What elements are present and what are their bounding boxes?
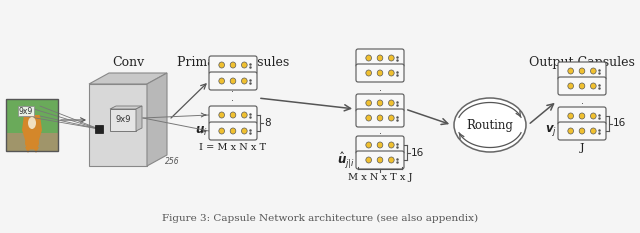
- Text: M x N x T x J: M x N x T x J: [348, 173, 412, 182]
- Polygon shape: [136, 106, 142, 131]
- Text: 256: 256: [165, 157, 180, 166]
- Text: I = M x N x T: I = M x N x T: [200, 143, 267, 152]
- Ellipse shape: [388, 70, 394, 76]
- Ellipse shape: [388, 157, 394, 163]
- Ellipse shape: [377, 115, 383, 121]
- Polygon shape: [110, 106, 142, 109]
- Ellipse shape: [388, 55, 394, 61]
- Ellipse shape: [568, 83, 573, 89]
- Ellipse shape: [219, 78, 225, 84]
- FancyBboxPatch shape: [209, 122, 257, 140]
- Ellipse shape: [230, 128, 236, 134]
- Text: $\boldsymbol{v}_j$: $\boldsymbol{v}_j$: [545, 123, 557, 138]
- Text: Figure 3: Capsule Network architecture (see also appendix): Figure 3: Capsule Network architecture (…: [162, 214, 478, 223]
- Ellipse shape: [388, 100, 394, 106]
- Text: Conv: Conv: [112, 56, 144, 69]
- Ellipse shape: [230, 78, 236, 84]
- Ellipse shape: [377, 100, 383, 106]
- Ellipse shape: [366, 100, 371, 106]
- Text: 9x9: 9x9: [115, 116, 131, 124]
- FancyBboxPatch shape: [356, 109, 404, 127]
- Ellipse shape: [377, 70, 383, 76]
- Ellipse shape: [241, 128, 247, 134]
- Ellipse shape: [366, 142, 371, 148]
- Text: 8: 8: [264, 118, 271, 128]
- Ellipse shape: [591, 83, 596, 89]
- Ellipse shape: [388, 142, 394, 148]
- Bar: [95, 125, 103, 133]
- Text: .
.
.: . . .: [232, 84, 234, 112]
- Polygon shape: [89, 84, 147, 166]
- Ellipse shape: [568, 113, 573, 119]
- Ellipse shape: [377, 55, 383, 61]
- FancyBboxPatch shape: [356, 49, 404, 67]
- Ellipse shape: [579, 128, 585, 134]
- Polygon shape: [25, 147, 31, 153]
- Ellipse shape: [28, 117, 36, 129]
- Ellipse shape: [230, 112, 236, 118]
- Ellipse shape: [568, 68, 573, 74]
- Text: 9x9: 9x9: [19, 106, 33, 116]
- Ellipse shape: [241, 78, 247, 84]
- Bar: [6, 99, 58, 151]
- Bar: [6, 133, 58, 151]
- Ellipse shape: [366, 157, 371, 163]
- FancyBboxPatch shape: [209, 106, 257, 124]
- FancyBboxPatch shape: [558, 122, 606, 140]
- Polygon shape: [147, 73, 167, 166]
- Ellipse shape: [366, 70, 371, 76]
- Ellipse shape: [568, 128, 573, 134]
- Ellipse shape: [388, 115, 394, 121]
- FancyBboxPatch shape: [558, 77, 606, 95]
- Ellipse shape: [377, 142, 383, 148]
- Ellipse shape: [579, 113, 585, 119]
- Ellipse shape: [377, 157, 383, 163]
- Ellipse shape: [25, 137, 39, 150]
- FancyBboxPatch shape: [209, 56, 257, 74]
- Text: $\boldsymbol{u}_i$: $\boldsymbol{u}_i$: [195, 124, 208, 137]
- FancyBboxPatch shape: [18, 106, 34, 116]
- FancyBboxPatch shape: [356, 151, 404, 169]
- Ellipse shape: [241, 112, 247, 118]
- Ellipse shape: [591, 128, 596, 134]
- Ellipse shape: [219, 128, 225, 134]
- FancyBboxPatch shape: [356, 64, 404, 82]
- Ellipse shape: [230, 62, 236, 68]
- Ellipse shape: [454, 98, 526, 152]
- Bar: [6, 99, 58, 151]
- Ellipse shape: [579, 83, 585, 89]
- Bar: [110, 109, 136, 131]
- Text: .
.
.: . . .: [378, 74, 381, 102]
- Text: Primary Capsules: Primary Capsules: [177, 56, 289, 69]
- Ellipse shape: [241, 62, 247, 68]
- FancyBboxPatch shape: [209, 72, 257, 90]
- Text: 16: 16: [613, 119, 627, 129]
- FancyBboxPatch shape: [356, 136, 404, 154]
- Text: Votes: Votes: [363, 56, 397, 69]
- Ellipse shape: [219, 62, 225, 68]
- Ellipse shape: [591, 68, 596, 74]
- Ellipse shape: [591, 113, 596, 119]
- Text: $\hat{\boldsymbol{u}}_{j|i}$: $\hat{\boldsymbol{u}}_{j|i}$: [337, 150, 355, 170]
- Text: .
.
.: . . .: [580, 87, 584, 115]
- Text: Routing: Routing: [467, 119, 513, 131]
- Ellipse shape: [366, 115, 371, 121]
- Text: 16: 16: [411, 147, 424, 158]
- Text: Output Capsules: Output Capsules: [529, 56, 635, 69]
- Ellipse shape: [579, 68, 585, 74]
- FancyBboxPatch shape: [558, 62, 606, 80]
- Text: .
.
.: . . .: [378, 117, 381, 146]
- Polygon shape: [22, 115, 42, 143]
- Polygon shape: [89, 73, 167, 84]
- Ellipse shape: [219, 112, 225, 118]
- Ellipse shape: [366, 55, 371, 61]
- Text: J: J: [580, 143, 584, 153]
- Polygon shape: [33, 147, 39, 153]
- FancyBboxPatch shape: [558, 107, 606, 125]
- FancyBboxPatch shape: [356, 94, 404, 112]
